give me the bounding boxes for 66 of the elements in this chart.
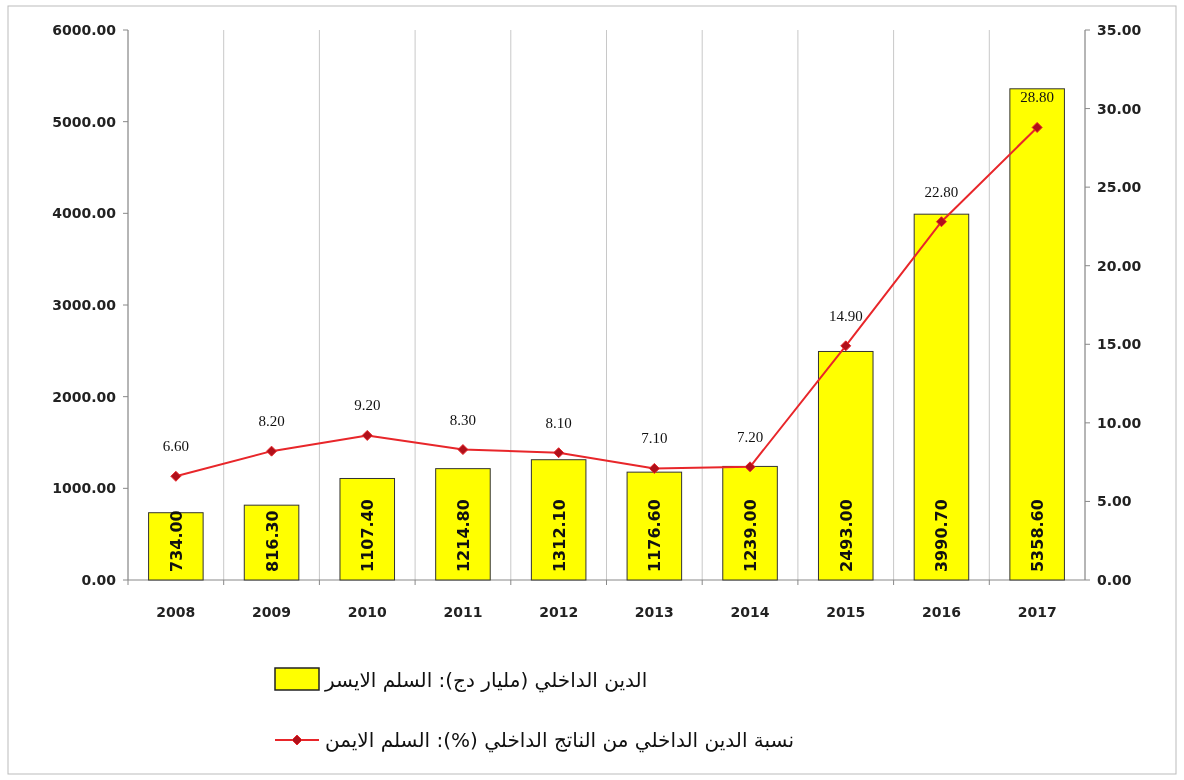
bar	[626, 471, 683, 581]
y2-tick-label: 5.00	[1097, 493, 1132, 510]
y2-tick-label: 20.00	[1097, 257, 1142, 274]
legend-label: نسبة الدين الداخلي من الناتج الداخلي (%): السلم الايمن	[325, 728, 794, 753]
data-label: 1176.60	[645, 499, 665, 572]
data-label: 9.20	[354, 397, 381, 414]
x-tick-label: 2016	[921, 604, 961, 620]
data-label: 14.90	[828, 307, 863, 324]
y-tick-label: 2000.00	[52, 388, 117, 405]
data-label: 8.20	[258, 413, 285, 430]
bar	[148, 512, 204, 581]
data-label: 3990.70	[932, 499, 952, 572]
point	[361, 429, 373, 441]
data-label: 1312.10	[549, 499, 569, 572]
x-tick-label: 2017	[1017, 604, 1057, 620]
data-label: 734.00	[166, 510, 186, 572]
x-tick-label: 2010	[347, 604, 387, 620]
y-tick-label: 6000.00	[52, 22, 117, 38]
data-label: 7.20	[736, 428, 764, 445]
point	[457, 444, 469, 456]
legend-label: الدين الداخلي (مليار دج): السلم الايسر	[324, 668, 648, 693]
point	[840, 340, 852, 352]
x-tick-label: 2012	[539, 604, 579, 620]
point	[1031, 121, 1043, 133]
point	[553, 447, 565, 459]
bar	[530, 459, 587, 581]
x-tick-label: 2008	[156, 604, 196, 620]
point	[170, 470, 182, 482]
data-label: 5358.60	[1028, 499, 1048, 572]
data-label: 8.30	[449, 411, 477, 428]
x-tick-label: 2014	[730, 604, 770, 620]
point	[648, 462, 660, 474]
y2-tick-label: 25.00	[1097, 179, 1142, 196]
y-tick-label: 5000.00	[52, 113, 117, 130]
bar	[435, 468, 491, 581]
data-label: 28.80	[1020, 89, 1055, 106]
point	[935, 216, 947, 228]
data-label: 2493.00	[836, 499, 856, 572]
y-tick-label: 0.00	[81, 572, 117, 588]
data-label: 1239.00	[741, 499, 761, 572]
x-tick-label: 2011	[443, 604, 483, 620]
bar	[1009, 88, 1065, 581]
bar	[913, 213, 970, 581]
point	[266, 445, 278, 457]
y2-tick-label: 10.00	[1097, 414, 1142, 431]
data-label: 6.60	[162, 438, 189, 455]
bar	[817, 350, 874, 581]
x-tick-label: 2015	[826, 604, 866, 620]
data-label: 816.30	[262, 510, 282, 572]
y2-tick-label: 30.00	[1097, 100, 1142, 117]
bar	[339, 477, 396, 581]
data-label: 8.10	[545, 414, 572, 431]
x-tick-label: 2013	[634, 604, 674, 620]
data-label: 7.10	[641, 430, 668, 447]
data-label: 1214.80	[453, 499, 473, 572]
x-tick-label: 2009	[252, 604, 292, 620]
y-tick-label: 3000.00	[52, 297, 117, 313]
y2-tick-label: 35.00	[1097, 22, 1142, 38]
data-label: 22.80	[924, 183, 959, 200]
y2-tick-label: 0.00	[1097, 572, 1132, 588]
y-tick-label: 1000.00	[52, 480, 117, 497]
y-tick-label: 4000.00	[52, 205, 117, 222]
point	[744, 461, 756, 473]
y2-tick-label: 15.00	[1097, 336, 1142, 353]
data-label: 1107.40	[358, 499, 378, 572]
bar	[722, 465, 778, 581]
